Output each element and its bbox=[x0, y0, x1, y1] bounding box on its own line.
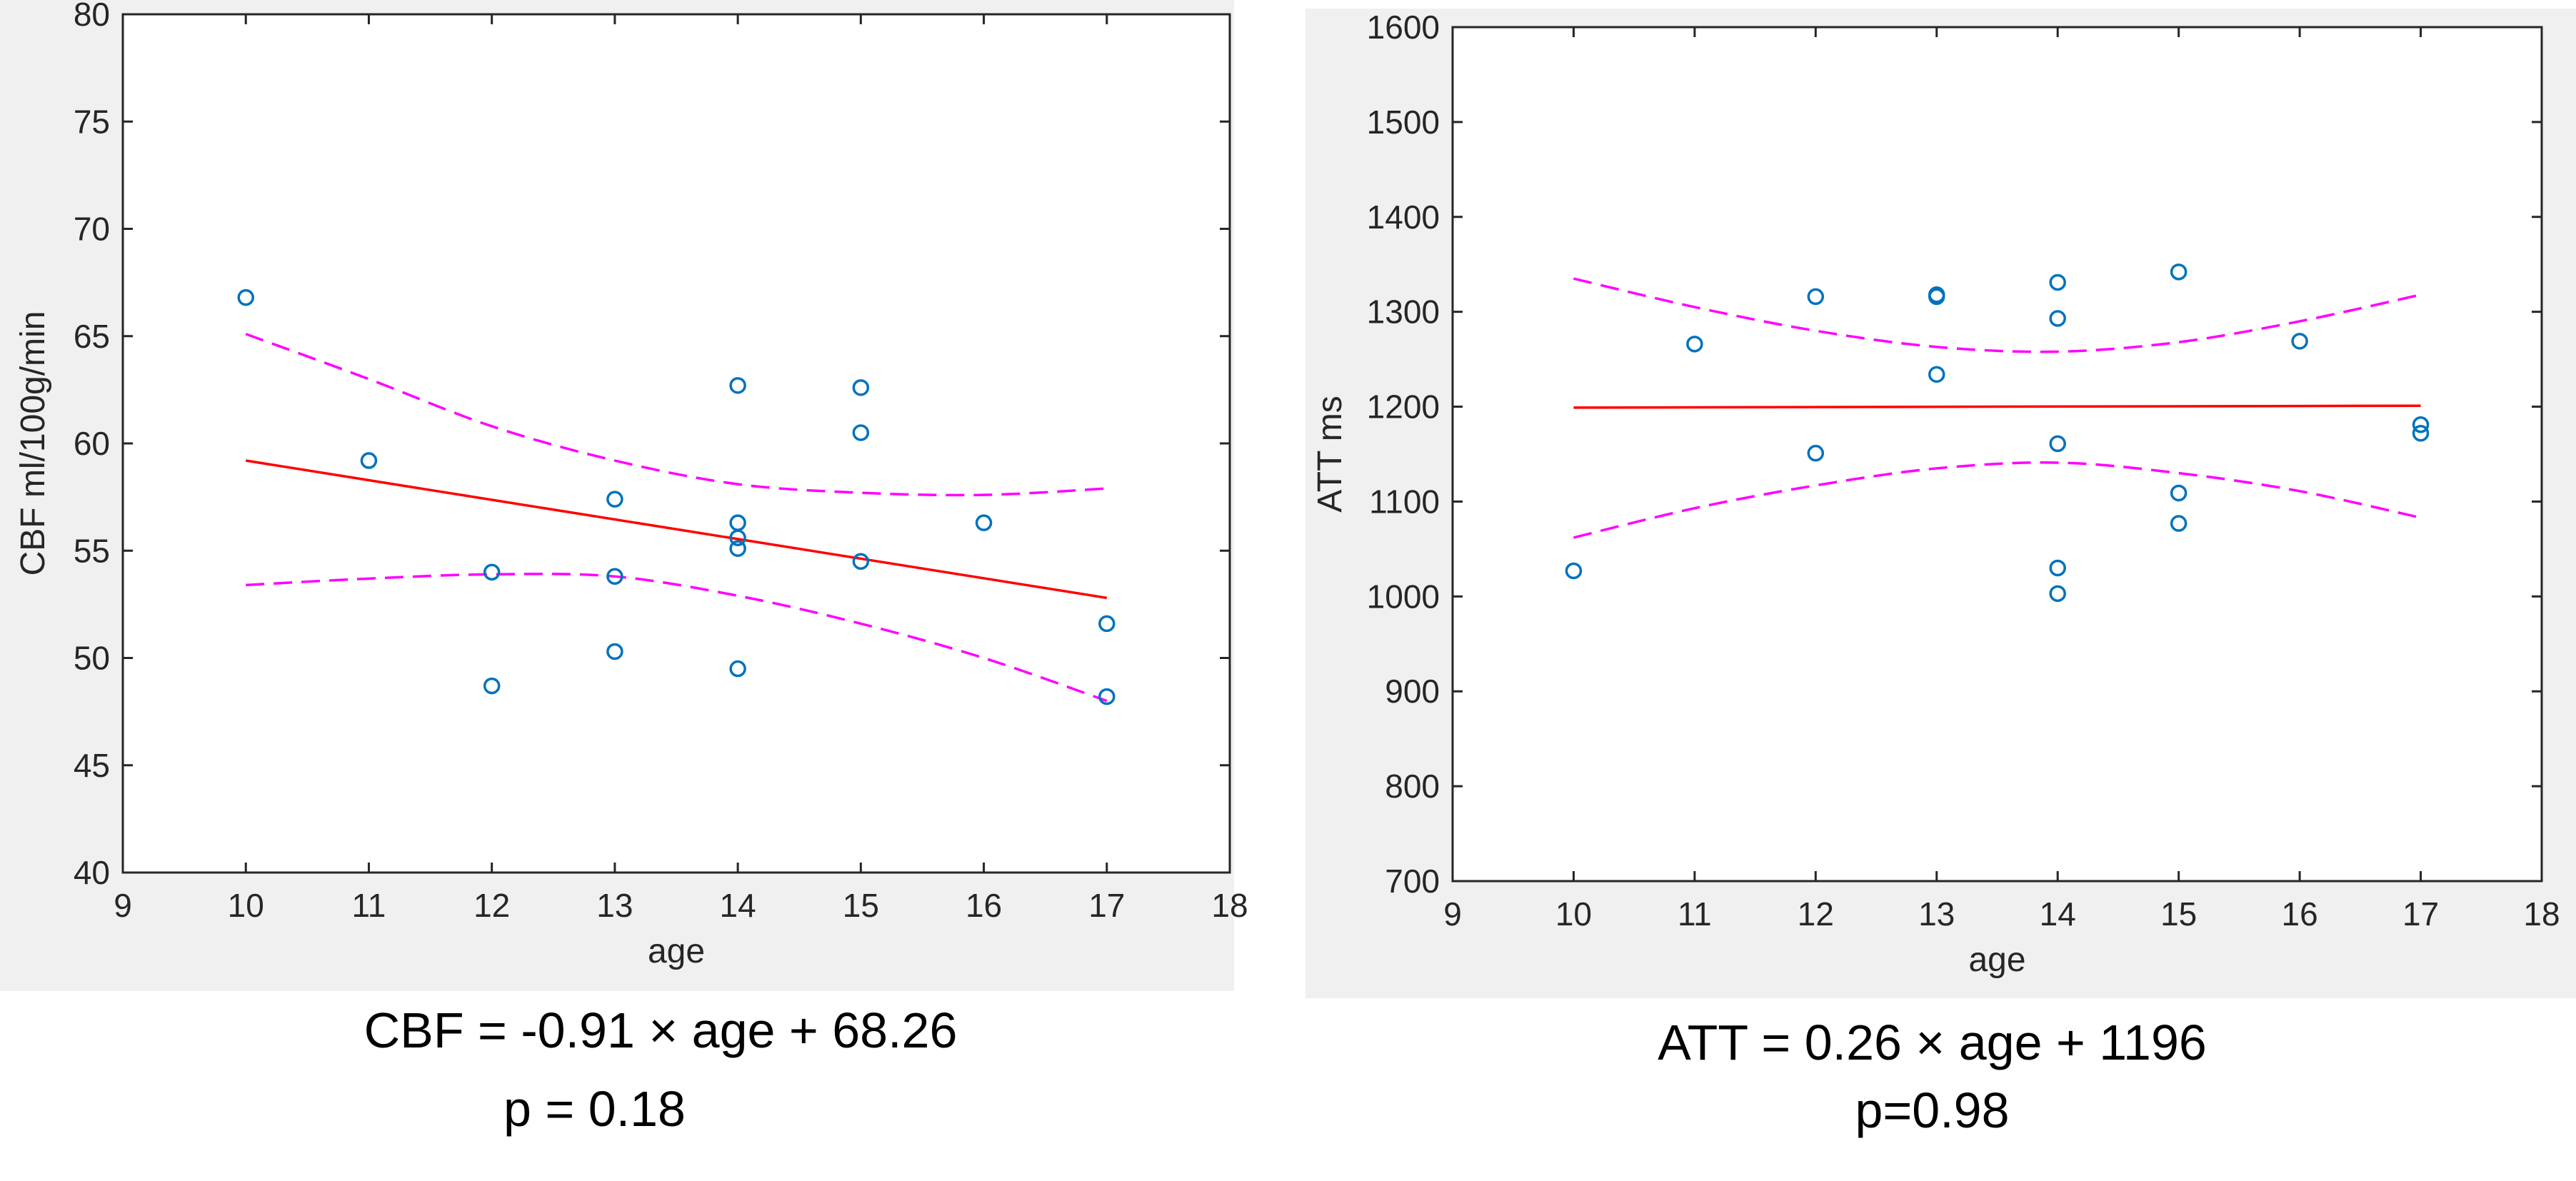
att-p-value: p=0.98 bbox=[1855, 1082, 2010, 1138]
cbf-data-point bbox=[852, 424, 870, 441]
att-x-tick-label: 15 bbox=[2160, 895, 2197, 933]
cbf-x-tick-label: 9 bbox=[114, 887, 132, 924]
att-data-point bbox=[2170, 484, 2187, 502]
cbf-axes-box bbox=[121, 13, 1231, 874]
cbf-data-point bbox=[483, 677, 501, 695]
cbf-data-point bbox=[729, 377, 746, 394]
cbf-data-point bbox=[1098, 615, 1116, 633]
att-axes-box bbox=[1451, 26, 2543, 883]
att-y-axis-label: ATT ms bbox=[1311, 396, 1349, 513]
att-x-tick-label: 18 bbox=[2523, 895, 2560, 933]
att-data-point bbox=[2412, 416, 2430, 433]
cbf-y-tick-label: 70 bbox=[74, 211, 110, 248]
cbf-y-axis-label: CBF ml/100g/min bbox=[14, 311, 52, 576]
att-y-tick-label: 700 bbox=[1385, 863, 1440, 900]
att-x-tick-label: 12 bbox=[1798, 895, 1834, 933]
att-data-point bbox=[1807, 288, 1825, 306]
att-x-tick-label: 16 bbox=[2282, 895, 2318, 933]
att-data-point bbox=[2291, 333, 2308, 350]
att-equation: ATT = 0.26 × age + 1196 bbox=[1658, 1015, 2207, 1070]
att-plot: 9 10 11 12 13 14 15 16 17 18 700 800 900 1000 1100 1200… bbox=[1311, 9, 2560, 979]
cbf-data-point bbox=[852, 379, 870, 396]
cbf-regression-line bbox=[245, 459, 1108, 600]
cbf-x-tick-label: 10 bbox=[228, 887, 264, 924]
cbf-equation: CBF = -0.91 × age + 68.26 bbox=[364, 1002, 958, 1058]
cbf-data-point bbox=[729, 660, 746, 678]
att-y-tick-label: 1200 bbox=[1367, 388, 1440, 426]
cbf-x-tick-label: 16 bbox=[966, 887, 1002, 924]
att-data-point bbox=[1565, 562, 1583, 580]
att-y-tick-label: 1300 bbox=[1367, 293, 1440, 331]
att-data-point bbox=[2049, 559, 2066, 577]
att-data-point bbox=[2170, 515, 2187, 532]
cbf-upper-confidence-bound bbox=[245, 333, 1107, 497]
att-x-tick-label: 13 bbox=[1918, 895, 1955, 933]
att-x-tick-label: 11 bbox=[1678, 895, 1712, 933]
att-y-tick-label: 1400 bbox=[1367, 198, 1440, 236]
cbf-data-point bbox=[729, 540, 746, 557]
cbf-x-tick-label: 14 bbox=[720, 887, 756, 924]
att-data-point bbox=[1928, 366, 1945, 383]
cbf-p-value: p = 0.18 bbox=[503, 1081, 686, 1137]
att-x-tick-label: 17 bbox=[2402, 895, 2439, 933]
cbf-y-tick-label: 60 bbox=[74, 425, 110, 462]
cbf-data-point bbox=[975, 514, 993, 531]
cbf-y-tick-label: 80 bbox=[74, 0, 110, 33]
cbf-x-axis-label: age bbox=[648, 933, 705, 970]
att-x-tick-label: 14 bbox=[2040, 895, 2076, 933]
att-y-tick-label: 800 bbox=[1385, 768, 1440, 805]
cbf-data-point bbox=[1098, 688, 1116, 705]
att-x-tick-label: 9 bbox=[1443, 895, 1462, 933]
att-data-point bbox=[2049, 310, 2066, 327]
att-x-axis-label: age bbox=[1968, 941, 2025, 979]
cbf-data-point bbox=[483, 563, 501, 581]
cbf-data-point bbox=[360, 452, 378, 469]
cbf-x-tick-label: 13 bbox=[596, 887, 633, 924]
cbf-x-tick-label: 11 bbox=[352, 887, 386, 924]
cbf-data-point bbox=[852, 553, 870, 571]
att-lower-confidence-bound bbox=[1573, 461, 2421, 539]
att-y-tick-label: 1100 bbox=[1369, 483, 1440, 520]
att-y-tick-label: 900 bbox=[1385, 673, 1440, 710]
att-data-point bbox=[1928, 288, 1945, 306]
att-data-point bbox=[2412, 425, 2430, 442]
att-data-point bbox=[1686, 336, 1703, 353]
cbf-plot: 9 10 11 12 13 14 15 16 17 18 40 45 50 55 60 65 70 75 80 age… bbox=[14, 0, 1248, 970]
cbf-x-tick-label: 12 bbox=[473, 887, 510, 924]
att-data-point bbox=[2049, 585, 2066, 603]
cbf-data-point bbox=[606, 491, 623, 508]
cbf-x-tick-label: 15 bbox=[843, 887, 879, 924]
cbf-y-tick-label: 50 bbox=[74, 640, 110, 677]
cbf-y-tick-label: 65 bbox=[74, 318, 110, 355]
att-x-tick-label: 10 bbox=[1555, 895, 1592, 933]
att-data-point bbox=[2049, 435, 2066, 453]
att-upper-confidence-bound bbox=[1573, 277, 2421, 353]
cbf-y-tick-label: 75 bbox=[74, 103, 110, 140]
att-y-tick-label: 1000 bbox=[1367, 578, 1440, 615]
cbf-x-tick-label: 17 bbox=[1088, 887, 1125, 924]
cbf-data-point bbox=[606, 568, 623, 586]
cbf-lower-confidence-bound bbox=[246, 572, 1108, 703]
cbf-y-tick-label: 55 bbox=[74, 532, 110, 569]
cbf-x-tick-label: 18 bbox=[1211, 887, 1248, 924]
cbf-data-point bbox=[237, 288, 254, 306]
cbf-data-point bbox=[606, 643, 623, 660]
att-data-point bbox=[2049, 273, 2066, 291]
att-data-point bbox=[1807, 444, 1825, 462]
cbf-y-tick-label: 45 bbox=[74, 747, 110, 784]
cbf-y-tick-label: 40 bbox=[74, 854, 110, 891]
cbf-data-point bbox=[729, 529, 746, 546]
att-regression-line bbox=[1573, 404, 2421, 409]
att-data-point bbox=[2170, 263, 2187, 281]
att-y-tick-label: 1600 bbox=[1367, 9, 1440, 46]
att-y-tick-label: 1500 bbox=[1367, 104, 1440, 141]
